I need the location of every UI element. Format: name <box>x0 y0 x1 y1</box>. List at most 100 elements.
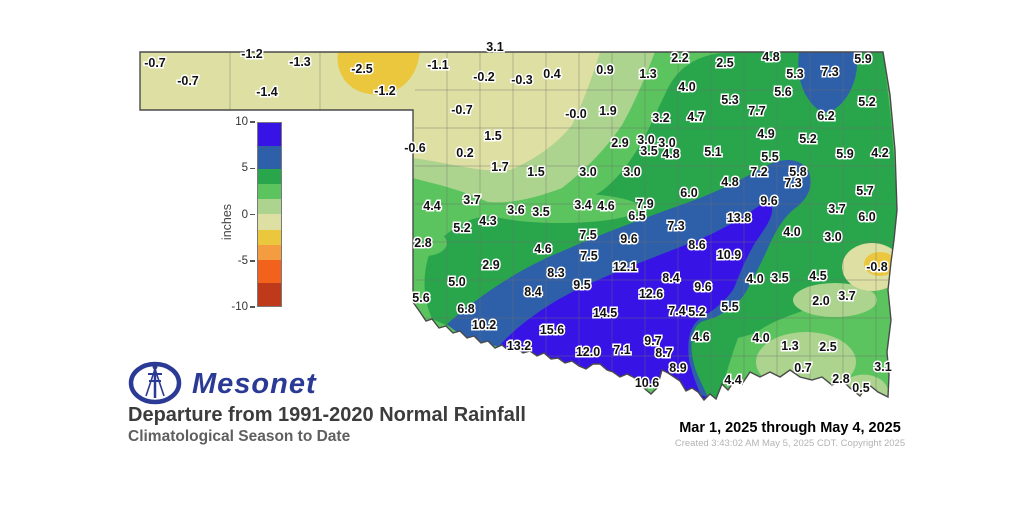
station-value: 5.0 <box>448 275 465 289</box>
station-value: 0.5 <box>852 381 869 395</box>
map-fill-medium-patch <box>480 193 640 223</box>
station-value: 13.8 <box>727 211 751 225</box>
legend-segment <box>258 123 281 146</box>
station-value: 3.4 <box>574 198 591 212</box>
station-value: 4.9 <box>757 127 774 141</box>
station-value: 1.3 <box>781 339 798 353</box>
station-value: 3.7 <box>828 202 845 216</box>
station-value: 7.3 <box>821 65 838 79</box>
legend-segment <box>258 283 281 306</box>
station-value: 1.7 <box>491 160 508 174</box>
station-value: 8.7 <box>655 346 672 360</box>
station-value: 5.1 <box>704 145 721 159</box>
station-value: 0.2 <box>456 146 473 160</box>
station-value: 2.9 <box>482 258 499 272</box>
map-fill-gold-panhandle <box>337 52 420 95</box>
station-value: -1.2 <box>241 47 263 61</box>
station-value: 4.4 <box>724 373 741 387</box>
map-fill-steel-blue-ne <box>798 52 858 113</box>
station-value: 3.0 <box>824 230 841 244</box>
station-value: 7.4 <box>668 304 685 318</box>
station-value: 6.5 <box>628 209 645 223</box>
station-value: 4.5 <box>809 269 826 283</box>
legend-tick-label: 5 <box>242 162 255 174</box>
station-value: -1.3 <box>289 55 311 69</box>
station-value: 5.9 <box>854 52 871 66</box>
mesonet-logo-text: Mesonet <box>192 367 317 400</box>
station-value: 3.0 <box>658 136 675 150</box>
station-value: 7.5 <box>580 249 597 263</box>
station-value: 1.5 <box>484 129 501 143</box>
station-value: 3.0 <box>637 133 654 147</box>
station-value: 8.4 <box>524 285 541 299</box>
station-value: 7.2 <box>750 165 767 179</box>
station-value: 9.6 <box>760 194 777 208</box>
map-fill-blue-violet-fill <box>510 212 762 400</box>
station-value: -0.6 <box>404 141 426 155</box>
station-value: -1.1 <box>427 58 449 72</box>
station-value: 0.4 <box>543 67 560 81</box>
station-value: 8.9 <box>669 361 686 375</box>
map-fill-pale-east <box>793 283 877 317</box>
station-value: 1.3 <box>639 67 656 81</box>
legend-tick-label: -5 <box>238 255 255 267</box>
station-value: 2.5 <box>716 56 733 70</box>
legend-segment <box>258 214 281 231</box>
station-value: 3.6 <box>507 203 524 217</box>
station-value: 5.7 <box>856 184 873 198</box>
legend-tick-label: 10 <box>235 116 255 128</box>
station-value: -0.7 <box>451 103 473 117</box>
map-fill-gold-east <box>864 252 896 276</box>
station-values-layer: -0.7-0.7-1.2-1.3-1.4-2.5-1.2-1.13.1-0.2-… <box>143 39 894 397</box>
station-value: 12.1 <box>613 260 637 274</box>
station-value: 8.3 <box>547 266 564 280</box>
station-value: 2.9 <box>611 136 628 150</box>
station-value: 12.6 <box>639 287 663 301</box>
station-value: 5.2 <box>688 305 705 319</box>
station-value: 10.9 <box>717 248 741 262</box>
station-value: -0.3 <box>511 73 533 87</box>
station-value: -0.8 <box>866 260 888 274</box>
legend-segment <box>258 230 281 245</box>
station-value: 4.0 <box>746 272 763 286</box>
legend-segment <box>258 145 281 169</box>
station-value: 5.6 <box>774 85 791 99</box>
station-value: 4.8 <box>662 147 679 161</box>
station-value: 3.7 <box>463 193 480 207</box>
station-value: 4.0 <box>752 331 769 345</box>
station-value: 3.5 <box>532 205 549 219</box>
legend-segment <box>258 198 281 215</box>
station-value: 5.5 <box>761 150 778 164</box>
station-value: 5.3 <box>786 67 803 81</box>
color-scale-legend: inches 10 5 0 -5 -10 <box>205 112 297 317</box>
legend-segment <box>258 260 281 284</box>
legend-segment <box>258 244 281 261</box>
station-value: 5.3 <box>721 93 738 107</box>
station-value: 7.3 <box>784 176 801 190</box>
station-value: 3.0 <box>623 165 640 179</box>
station-value: 4.7 <box>687 110 704 124</box>
station-value: 6.0 <box>858 210 875 224</box>
map-subtitle: Climatological Season to Date <box>128 428 351 445</box>
station-value: 6.8 <box>457 302 474 316</box>
station-value: 8.4 <box>662 271 679 285</box>
station-value: 0.9 <box>596 63 613 77</box>
station-value: -1.2 <box>374 84 396 98</box>
map-fill-khaki-nw <box>140 52 600 171</box>
legend-unit-label: inches <box>220 203 234 241</box>
station-value: 5.2 <box>858 95 875 109</box>
station-value: 2.5 <box>819 340 836 354</box>
station-value: 9.6 <box>694 280 711 294</box>
map-fill-medium-patch <box>403 230 447 256</box>
station-value: 2.8 <box>414 236 431 250</box>
station-value: 2.8 <box>832 372 849 386</box>
station-value: 5.5 <box>721 300 738 314</box>
station-value: 6.0 <box>680 186 697 200</box>
station-value: -0.2 <box>473 70 495 84</box>
station-value: -1.4 <box>256 85 278 99</box>
mesonet-logo-icon <box>128 361 182 405</box>
station-value: 3.2 <box>652 111 669 125</box>
station-value: 5.8 <box>789 165 806 179</box>
